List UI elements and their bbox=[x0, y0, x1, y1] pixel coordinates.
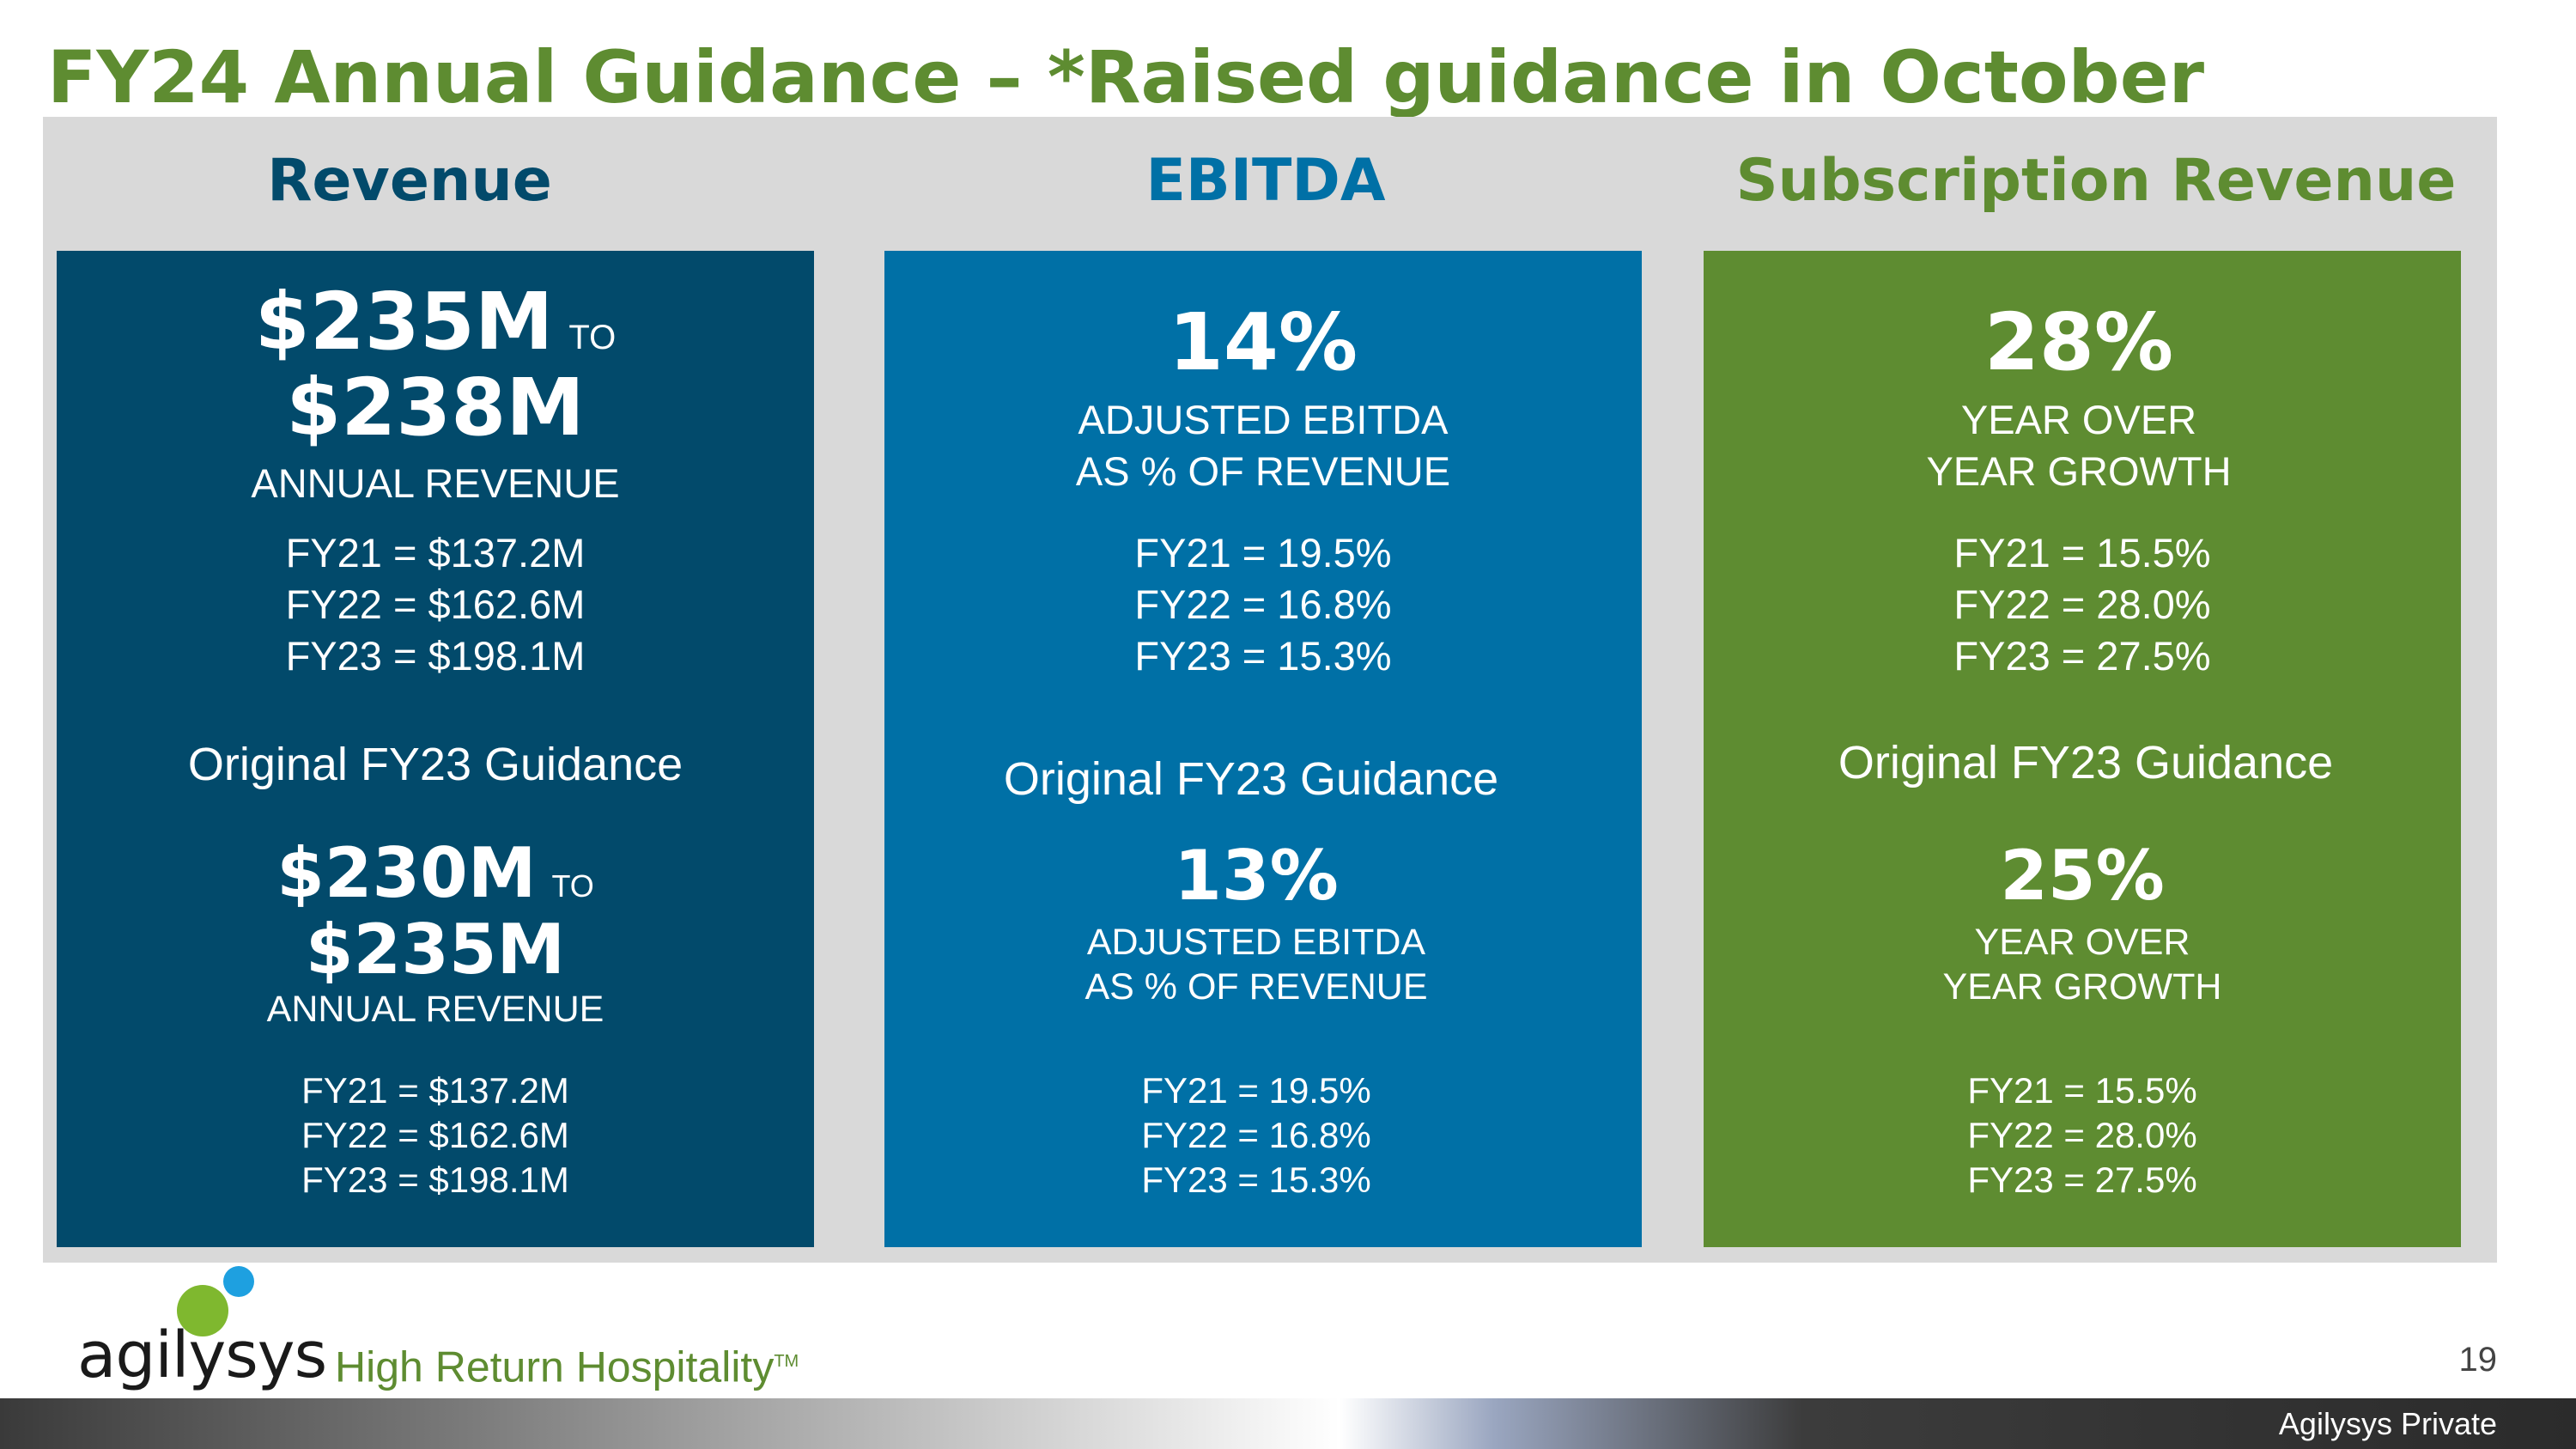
revenue-stat-fy22: FY22 = $162.6M bbox=[285, 581, 586, 627]
ebitda-orig-stat-fy22: FY22 = 16.8% bbox=[1141, 1115, 1371, 1155]
ebitda-orig-stat-fy23: FY23 = 15.3% bbox=[1141, 1160, 1371, 1200]
revenue-original-label: Original FY23 Guidance bbox=[187, 739, 683, 790]
subscription-header: Subscription Revenue bbox=[1735, 147, 2457, 215]
ebitda-header: EBITDA bbox=[1145, 147, 1386, 215]
ebitda-stat-fy21: FY21 = 19.5% bbox=[1134, 530, 1392, 575]
revenue-caption: ANNUAL REVENUE bbox=[251, 460, 620, 506]
ebitda-caption-line2: AS % OF REVENUE bbox=[1075, 448, 1451, 494]
range-to-label: TO bbox=[568, 319, 617, 356]
trademark-mark: TM bbox=[774, 1352, 799, 1371]
subscription-card: 28% YEAR OVER YEAR GROWTH FY21 = 15.5% F… bbox=[1704, 251, 2461, 1247]
subscription-original-label: Original FY23 Guidance bbox=[1838, 737, 2334, 788]
ebitda-orig-stat-fy21: FY21 = 19.5% bbox=[1141, 1070, 1371, 1111]
subscription-stat-fy21: FY21 = 15.5% bbox=[1953, 530, 2211, 575]
ebitda-value: 14% bbox=[1168, 296, 1358, 388]
slide-title: FY24 Annual Guidance – *Raised guidance … bbox=[47, 35, 2205, 119]
orig-range-to-label: TO bbox=[551, 868, 594, 904]
ebitda-stat-fy23: FY23 = 15.3% bbox=[1134, 633, 1392, 679]
revenue-stat-fy23: FY23 = $198.1M bbox=[285, 633, 586, 679]
logo-tagline: High Return HospitalityTM bbox=[335, 1342, 799, 1391]
revenue-orig-range-start: $230M TO bbox=[276, 833, 594, 913]
ebitda-stat-fy22: FY22 = 16.8% bbox=[1134, 581, 1392, 627]
ebitda-orig-caption-line1: ADJUSTED EBITDA bbox=[1086, 922, 1426, 963]
revenue-stat-fy21: FY21 = $137.2M bbox=[285, 530, 586, 575]
revenue-orig-range-end: $235M bbox=[305, 910, 566, 989]
revenue-range-end: $238M bbox=[286, 362, 585, 454]
revenue-header: Revenue bbox=[267, 147, 552, 215]
ebitda-caption-line1: ADJUSTED EBITDA bbox=[1078, 397, 1449, 442]
revenue-range-start: $235M TO bbox=[254, 276, 617, 368]
revenue-orig-stat-fy23: FY23 = $198.1M bbox=[301, 1160, 569, 1200]
subscription-orig-caption-line2: YEAR GROWTH bbox=[1942, 966, 2222, 1008]
subscription-orig-value: 25% bbox=[2000, 836, 2165, 916]
subscription-stat-fy22: FY22 = 28.0% bbox=[1953, 581, 2211, 627]
revenue-orig-stat-fy21: FY21 = $137.2M bbox=[301, 1070, 569, 1111]
subscription-orig-stat-fy22: FY22 = 28.0% bbox=[1967, 1115, 2197, 1155]
revenue-orig-stat-fy22: FY22 = $162.6M bbox=[301, 1115, 569, 1155]
revenue-orig-caption: ANNUAL REVENUE bbox=[266, 989, 605, 1030]
ebitda-orig-caption-line2: AS % OF REVENUE bbox=[1084, 966, 1428, 1008]
revenue-card: $235M TO $238M ANNUAL REVENUE FY21 = $137… bbox=[57, 251, 814, 1247]
subscription-orig-caption-line1: YEAR OVER bbox=[1974, 922, 2190, 963]
subscription-stat-fy23: FY23 = 27.5% bbox=[1953, 633, 2211, 679]
page-number: 19 bbox=[2458, 1341, 2498, 1379]
agilysys-logo: agilysys High Return HospitalityTM bbox=[77, 1263, 867, 1400]
classification-label: Agilysys Private bbox=[2278, 1406, 2497, 1441]
subscription-caption-line2: YEAR GROWTH bbox=[1926, 448, 2232, 494]
subscription-orig-stat-fy21: FY21 = 15.5% bbox=[1967, 1070, 2197, 1111]
ebitda-card: 14% ADJUSTED EBITDA AS % OF REVENUE FY21… bbox=[884, 251, 1642, 1247]
subscription-caption-line1: YEAR OVER bbox=[1960, 397, 2197, 442]
subscription-value: 28% bbox=[1984, 296, 2174, 388]
logo-blue-dot-icon bbox=[223, 1266, 254, 1297]
logo-wordmark: agilysys bbox=[77, 1318, 327, 1392]
ebitda-original-label: Original FY23 Guidance bbox=[1003, 753, 1499, 805]
footer-bar: Agilysys Private bbox=[0, 1398, 2576, 1449]
ebitda-orig-value: 13% bbox=[1174, 836, 1339, 916]
subscription-orig-stat-fy23: FY23 = 27.5% bbox=[1967, 1160, 2197, 1200]
logo-green-dot-icon bbox=[177, 1285, 228, 1336]
